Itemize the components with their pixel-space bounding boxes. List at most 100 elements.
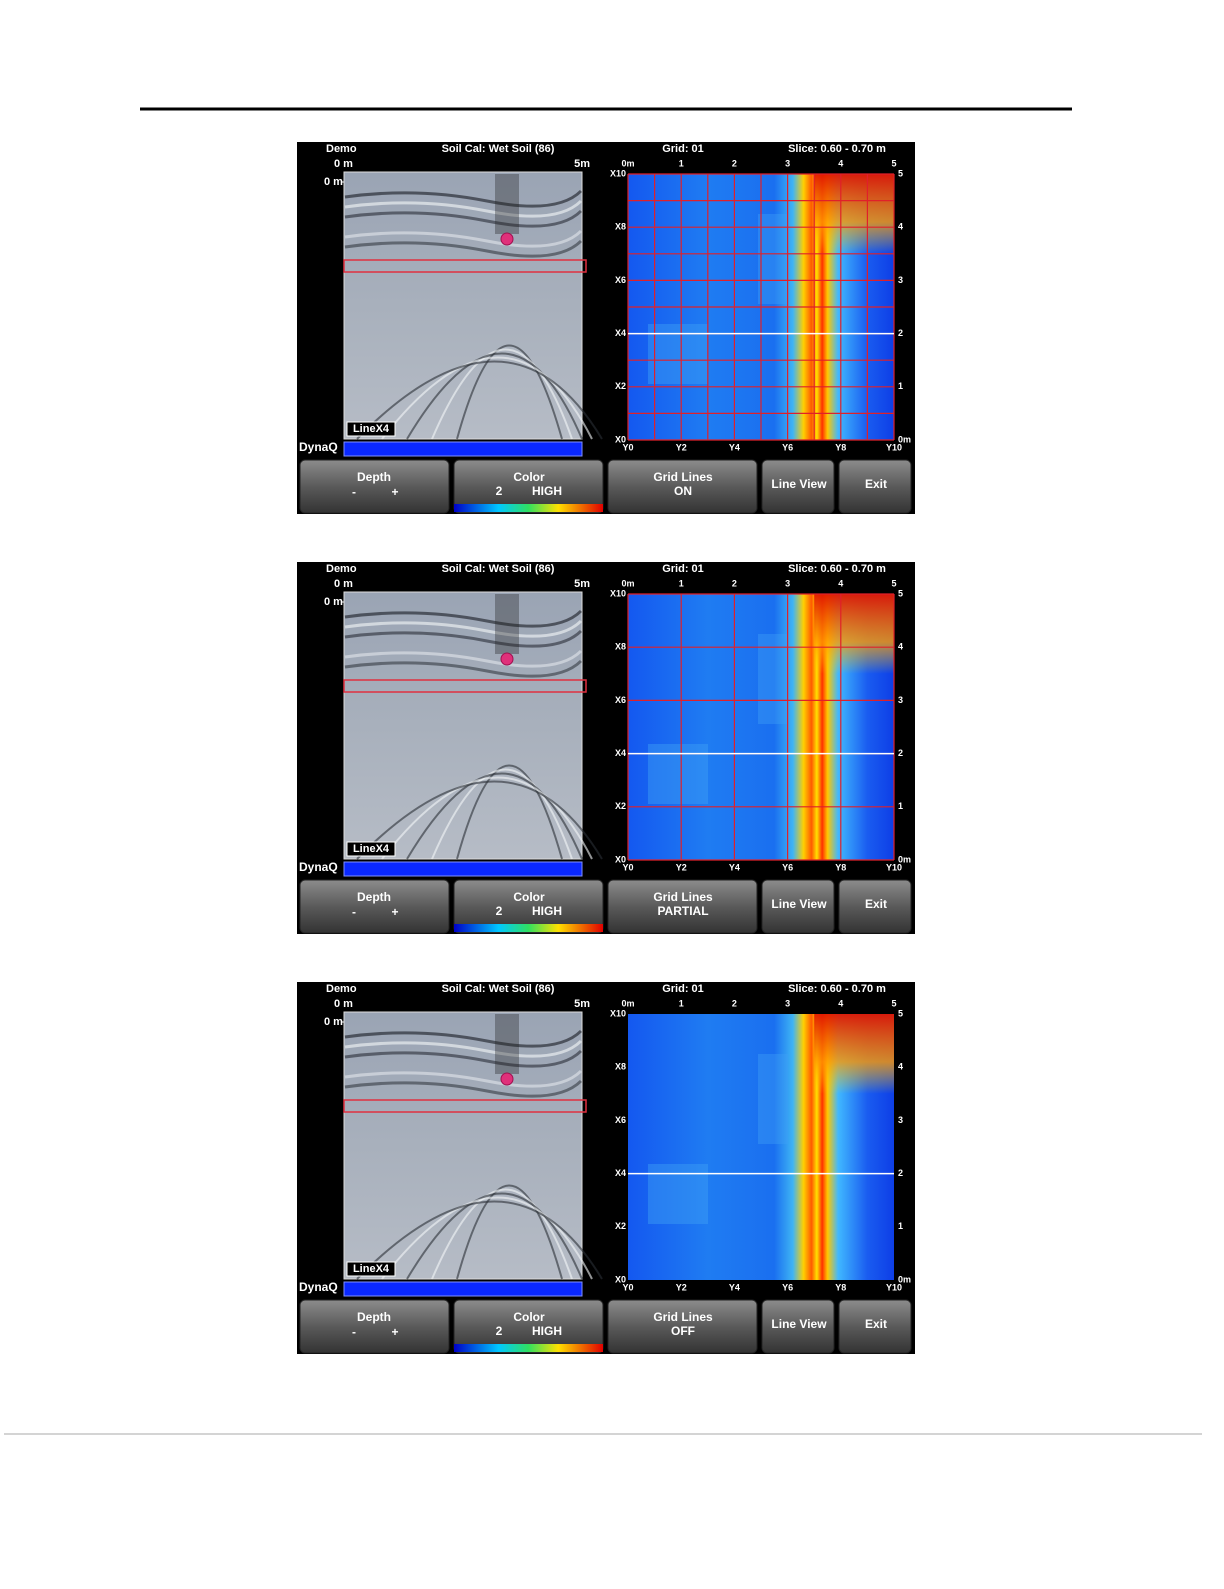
exit-button[interactable]: Exit [838,459,912,514]
left-axis-label: X6 [615,695,626,705]
button-face[interactable] [299,1299,450,1354]
left-axis-label: X0 [615,854,626,864]
button-label: Color [513,890,545,904]
grid-name: Grid: 01 [662,563,704,575]
button-face[interactable] [761,879,835,934]
right-axis-label: 1 [898,1221,903,1231]
button-plus: + [391,1325,398,1339]
button-label: Line View [771,477,827,491]
right-axis-label: 3 [898,275,903,285]
bottom-axis-label: Y8 [835,862,846,872]
button-face[interactable] [453,1299,604,1354]
bottom-axis-label: Y2 [676,442,687,452]
button-label: Depth [357,470,391,484]
depth-button[interactable]: Depth- + [299,459,450,514]
slice-patch [758,214,788,304]
bottom-axis-label: Y6 [782,1282,793,1292]
left-axis-label: X10 [610,588,626,598]
top-axis-label: 5 [891,578,896,588]
button-minus: - [352,905,356,919]
left-axis-label: X8 [615,642,626,652]
reflection-band [344,659,583,678]
reflection-band [344,609,583,628]
left-axis-label: X10 [610,1008,626,1018]
dynaq-label: DynaQ [299,440,338,454]
bottom-axis-label: Y6 [782,442,793,452]
button-face[interactable] [453,879,604,934]
top-axis-label: 1 [679,998,684,1008]
button-face[interactable] [453,459,604,514]
device-screen: Demo Soil Cal: Wet Soil (86) Grid: 01 Slice… [297,142,915,514]
bottom-axis-label: Y4 [729,862,740,872]
exit-button[interactable]: Exit [838,879,912,934]
color-button[interactable]: Color 2 HIGH [453,1299,604,1354]
target-marker [500,652,514,666]
button-face[interactable] [761,459,835,514]
dynaq-label: DynaQ [299,1280,338,1294]
depth-button[interactable]: Depth- + [299,1299,450,1354]
depth-slice-band [343,679,587,693]
right-axis-label: 2 [898,1168,903,1178]
button-label: Grid Lines [653,470,713,484]
depth-button[interactable]: Depth- + [299,879,450,934]
top-axis-label: 0m [621,578,634,588]
line-view-button[interactable]: Line View [761,1299,835,1354]
top-axis-label: 1 [679,158,684,168]
button-face[interactable] [838,1299,912,1354]
slice-range: Slice: 0.60 - 0.70 m [788,563,886,575]
line-view-button[interactable]: Line View [761,879,835,934]
reflection-band [344,629,583,648]
left-axis-label: X6 [615,1115,626,1125]
right-axis-label: 4 [898,642,903,652]
right-axis-label: 0m [898,434,911,444]
slice-range: Slice: 0.60 - 0.70 m [788,983,886,995]
button-label: Line View [771,897,827,911]
line-end: 5m [574,578,590,590]
reflection-band [344,1079,583,1098]
button-label: Exit [865,897,887,911]
right-axis-label: 0m [898,1274,911,1284]
line-label: LineX4 [353,1263,390,1275]
color-scale [454,924,603,932]
reflection-band [344,1039,583,1058]
top-axis-label: 2 [732,998,737,1008]
line-view-button[interactable]: Line View [761,459,835,514]
hyperbola [431,768,573,860]
slice-patch [758,634,788,724]
top-axis-label: 4 [838,578,843,588]
exit-button[interactable]: Exit [838,1299,912,1354]
color-mode: HIGH [532,1324,562,1338]
button-face[interactable] [299,459,450,514]
bottom-axis-label: Y2 [676,862,687,872]
right-axis-label: 1 [898,381,903,391]
button-face[interactable] [607,879,758,934]
target-column [495,594,519,654]
line-label-box [346,421,396,437]
button-face[interactable] [838,459,912,514]
grid-lines-state: PARTIAL [657,904,708,918]
button-face[interactable] [607,1299,758,1354]
target-column [495,174,519,234]
top-axis-label: 3 [785,158,790,168]
button-face[interactable] [299,879,450,934]
left-axis-label: X4 [615,1168,626,1178]
slice-hot-zone [814,174,894,254]
left-axis-label: X8 [615,222,626,232]
slice-patch [758,1054,788,1144]
line-label-box [346,841,396,857]
button-minus: - [352,485,356,499]
color-button[interactable]: Color 2 HIGH [453,879,604,934]
left-axis-label: X2 [615,381,626,391]
button-face[interactable] [838,879,912,934]
bottom-axis-label: Y0 [622,862,633,872]
button-face[interactable] [761,1299,835,1354]
hyperbola [381,776,593,860]
dynaq-label: DynaQ [299,860,338,874]
button-label: Grid Lines [653,890,713,904]
hyperbola [456,1184,563,1280]
button-face[interactable] [607,459,758,514]
color-button[interactable]: Color 2 HIGH [453,459,604,514]
